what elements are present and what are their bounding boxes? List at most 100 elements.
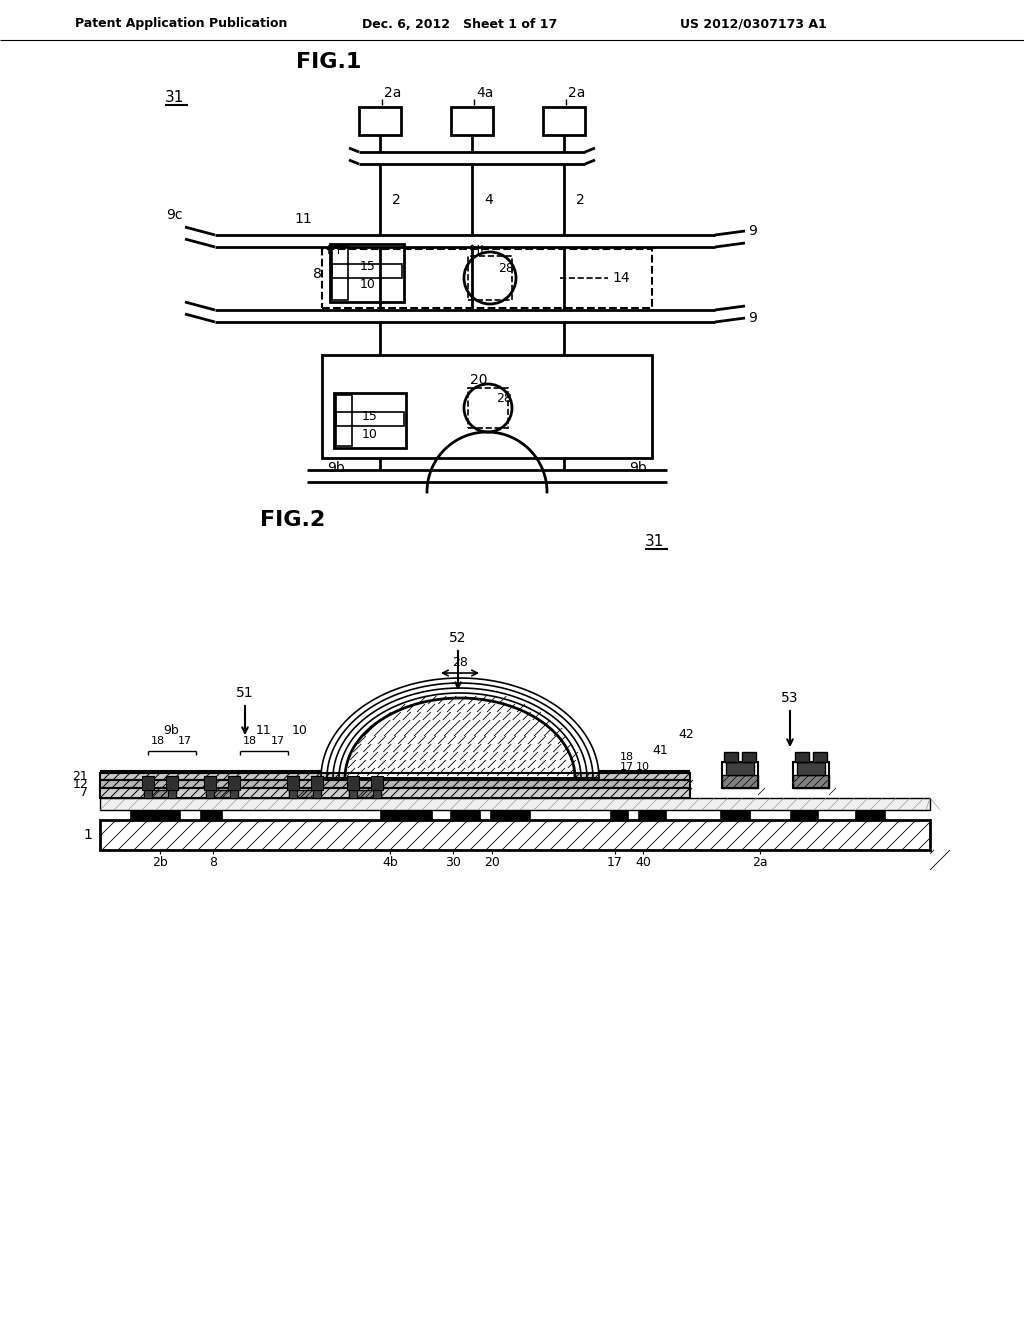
- Text: 15: 15: [362, 409, 378, 422]
- Bar: [334, 393, 406, 447]
- Text: 2b: 2b: [153, 855, 168, 869]
- Text: 8: 8: [313, 267, 322, 281]
- Text: 28: 28: [496, 392, 512, 404]
- Bar: [638, 810, 666, 820]
- Bar: [168, 789, 176, 799]
- Text: 17: 17: [271, 737, 285, 746]
- Bar: [359, 107, 401, 135]
- Bar: [206, 789, 214, 799]
- Text: 10: 10: [362, 428, 378, 441]
- Text: 42: 42: [678, 729, 693, 742]
- Bar: [722, 762, 758, 788]
- Bar: [144, 789, 152, 799]
- Text: Dec. 6, 2012   Sheet 1 of 17: Dec. 6, 2012 Sheet 1 of 17: [362, 17, 557, 30]
- Bar: [336, 412, 404, 426]
- Bar: [790, 810, 818, 820]
- Bar: [100, 820, 930, 850]
- Text: 53: 53: [781, 690, 799, 705]
- Bar: [451, 107, 493, 135]
- Text: US 2012/0307173 A1: US 2012/0307173 A1: [680, 17, 826, 30]
- Bar: [797, 762, 825, 775]
- Bar: [289, 789, 297, 799]
- Text: 2a: 2a: [568, 86, 586, 100]
- Text: 52: 52: [450, 631, 467, 645]
- Bar: [330, 244, 404, 302]
- Text: 9b: 9b: [163, 725, 179, 738]
- Bar: [204, 776, 216, 789]
- Bar: [287, 776, 299, 789]
- Text: 9c: 9c: [167, 209, 183, 222]
- Text: 14: 14: [500, 731, 516, 744]
- Bar: [347, 776, 359, 789]
- Text: 18: 18: [620, 752, 634, 762]
- Bar: [793, 762, 829, 788]
- Bar: [142, 776, 154, 789]
- Bar: [726, 762, 754, 775]
- Bar: [380, 810, 432, 820]
- Text: 9: 9: [748, 312, 757, 325]
- Text: 1: 1: [83, 828, 92, 842]
- Text: 2a: 2a: [384, 86, 401, 100]
- Bar: [166, 776, 178, 789]
- Text: 7: 7: [80, 787, 88, 800]
- Text: ↑II: ↑II: [466, 244, 483, 257]
- Bar: [100, 788, 690, 799]
- Text: II↑: II↑: [327, 244, 345, 257]
- Bar: [100, 788, 690, 799]
- Text: 15: 15: [462, 762, 478, 775]
- Bar: [349, 789, 357, 799]
- Text: 10: 10: [360, 277, 376, 290]
- Text: 10: 10: [636, 762, 650, 772]
- Text: 15: 15: [360, 260, 376, 272]
- Text: FIG.1: FIG.1: [296, 51, 361, 73]
- Text: 2a: 2a: [753, 855, 768, 869]
- Bar: [206, 789, 238, 799]
- Bar: [371, 776, 383, 789]
- Bar: [373, 789, 381, 799]
- Text: 51: 51: [237, 686, 254, 700]
- Bar: [468, 388, 508, 428]
- Text: Patent Application Publication: Patent Application Publication: [75, 17, 288, 30]
- Text: 4a: 4a: [476, 86, 494, 100]
- Text: 28: 28: [452, 656, 468, 669]
- Text: 11: 11: [256, 725, 272, 738]
- Text: 28: 28: [498, 261, 514, 275]
- Bar: [100, 780, 690, 788]
- Text: 17: 17: [178, 737, 193, 746]
- Bar: [100, 799, 930, 810]
- Text: 11: 11: [294, 213, 312, 226]
- Bar: [322, 249, 652, 308]
- Text: 21: 21: [73, 770, 88, 783]
- Text: 14: 14: [612, 271, 630, 285]
- Text: 40: 40: [635, 855, 651, 869]
- Polygon shape: [345, 698, 575, 777]
- Bar: [336, 395, 352, 446]
- Bar: [742, 752, 756, 762]
- Text: 29: 29: [434, 754, 450, 767]
- Bar: [450, 810, 480, 820]
- Bar: [855, 810, 885, 820]
- Bar: [490, 810, 530, 820]
- Bar: [322, 355, 652, 458]
- Text: 12: 12: [73, 777, 88, 791]
- Bar: [793, 775, 829, 788]
- Text: 2: 2: [392, 193, 400, 207]
- Text: 9b: 9b: [327, 461, 345, 475]
- Text: 4: 4: [484, 193, 493, 207]
- Bar: [722, 775, 758, 788]
- Bar: [311, 776, 323, 789]
- Text: 9: 9: [748, 224, 757, 238]
- Bar: [813, 752, 827, 762]
- Text: 10: 10: [292, 725, 308, 738]
- Text: FIG.2: FIG.2: [260, 510, 326, 531]
- Bar: [200, 810, 222, 820]
- Bar: [332, 264, 402, 279]
- Bar: [349, 789, 381, 799]
- Bar: [795, 752, 809, 762]
- Text: 17: 17: [620, 762, 634, 772]
- Bar: [468, 256, 512, 300]
- Bar: [100, 774, 690, 780]
- Text: 31: 31: [645, 535, 665, 549]
- Text: 18: 18: [243, 737, 257, 746]
- Text: 8: 8: [209, 855, 217, 869]
